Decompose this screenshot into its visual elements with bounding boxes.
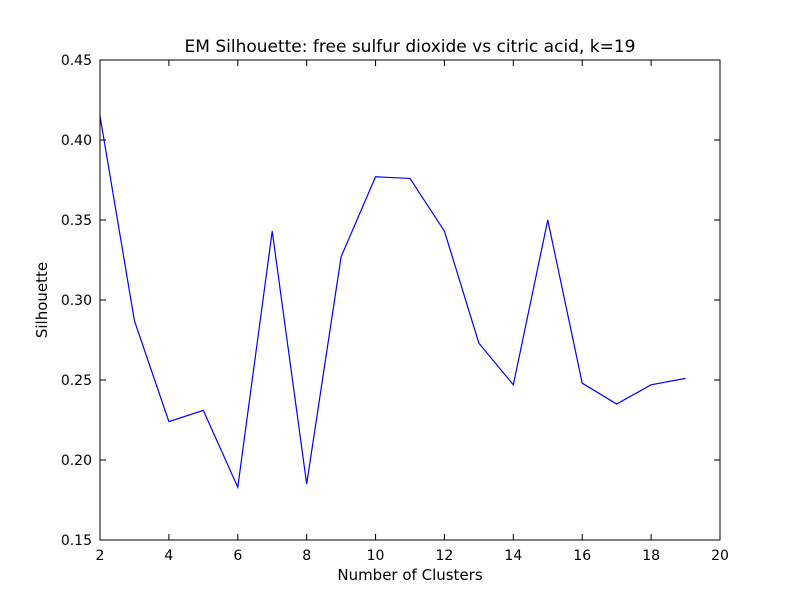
- x-tick-label: 14: [504, 548, 522, 564]
- y-tick-label: 0.20: [61, 453, 92, 469]
- plot-frame: [99, 59, 721, 541]
- x-axis-label: Number of Clusters: [337, 566, 482, 584]
- y-tick-label: 0.30: [61, 293, 92, 309]
- y-tick-label: 0.15: [61, 533, 92, 549]
- x-tick-label: 8: [302, 548, 311, 564]
- y-axis-label: Silhouette: [33, 262, 51, 338]
- x-tick-label: 10: [367, 548, 385, 564]
- x-axis: 2 4 6 8 10 12 14 16 18 20: [96, 60, 729, 564]
- x-tick-label: 2: [96, 548, 105, 564]
- x-tick-label: 4: [164, 548, 173, 564]
- x-tick-label: 6: [233, 548, 242, 564]
- y-tick-label: 0.40: [61, 133, 92, 149]
- y-tick-label: 0.45: [61, 53, 92, 69]
- plot-area: [99, 59, 721, 541]
- x-tick-label: 18: [642, 548, 660, 564]
- chart-title: EM Silhouette: free sulfur dioxide vs ci…: [185, 37, 636, 57]
- y-axis: 0.15 0.20 0.25 0.30 0.35 0.40 0.45: [61, 53, 720, 549]
- x-tick-label: 12: [436, 548, 454, 564]
- series-line-0: [99, 115, 686, 490]
- y-tick-label: 0.35: [61, 213, 92, 229]
- y-tick-label: 0.25: [61, 373, 92, 389]
- x-tick-label: 20: [711, 548, 729, 564]
- x-tick-label: 16: [573, 548, 591, 564]
